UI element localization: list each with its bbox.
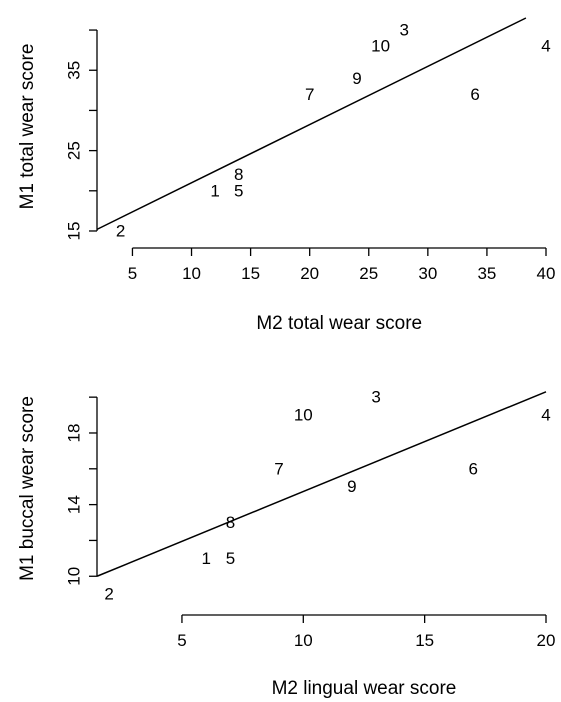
- y-axis-title: M1 total wear score: [17, 44, 38, 210]
- y-tick-label: 18: [64, 424, 83, 443]
- x-tick-label: 20: [537, 631, 556, 650]
- y-tick-label: 35: [64, 61, 83, 80]
- point-label-4: 4: [541, 37, 550, 56]
- x-tick-label: 40: [537, 264, 556, 283]
- x-tick-label: 25: [359, 264, 378, 283]
- x-tick-label: 30: [418, 264, 437, 283]
- point-label-7: 7: [274, 459, 283, 478]
- y-axis-title: M1 buccal wear score: [17, 396, 38, 581]
- x-tick-label: 15: [415, 631, 434, 650]
- point-label-2: 2: [116, 221, 125, 240]
- x-tick-label: 5: [177, 631, 186, 650]
- regression-line: [96, 391, 547, 577]
- x-tick-label: 5: [128, 264, 137, 283]
- point-label-7: 7: [305, 85, 314, 104]
- point-label-3: 3: [399, 21, 408, 40]
- y-tick-label: 15: [64, 222, 83, 241]
- point-label-9: 9: [352, 69, 361, 88]
- x-tick-label: 20: [300, 264, 319, 283]
- y-tick-label: 25: [64, 141, 83, 160]
- y-tick-label: 14: [64, 495, 83, 514]
- point-label-9: 9: [347, 477, 356, 496]
- regression-line: [96, 17, 527, 231]
- x-tick-label: 10: [294, 631, 313, 650]
- point-label-3: 3: [371, 388, 380, 407]
- x-axis-title: M2 lingual wear score: [272, 678, 457, 699]
- point-label-2: 2: [104, 585, 113, 604]
- point-label-8: 8: [226, 513, 235, 532]
- point-label-8: 8: [234, 165, 243, 184]
- x-tick-label: 10: [182, 264, 201, 283]
- point-label-6: 6: [468, 459, 477, 478]
- point-label-1: 1: [201, 549, 210, 568]
- point-label-4: 4: [541, 406, 550, 425]
- point-label-1: 1: [210, 181, 219, 200]
- point-label-10: 10: [294, 406, 313, 425]
- x-axis-title: M2 total wear score: [256, 313, 422, 334]
- x-tick-label: 15: [241, 264, 260, 283]
- point-label-6: 6: [470, 85, 479, 104]
- y-tick-label: 10: [64, 567, 83, 586]
- point-label-5: 5: [226, 549, 235, 568]
- x-tick-label: 35: [477, 264, 496, 283]
- point-label-10: 10: [371, 37, 390, 56]
- point-label-5: 5: [234, 181, 243, 200]
